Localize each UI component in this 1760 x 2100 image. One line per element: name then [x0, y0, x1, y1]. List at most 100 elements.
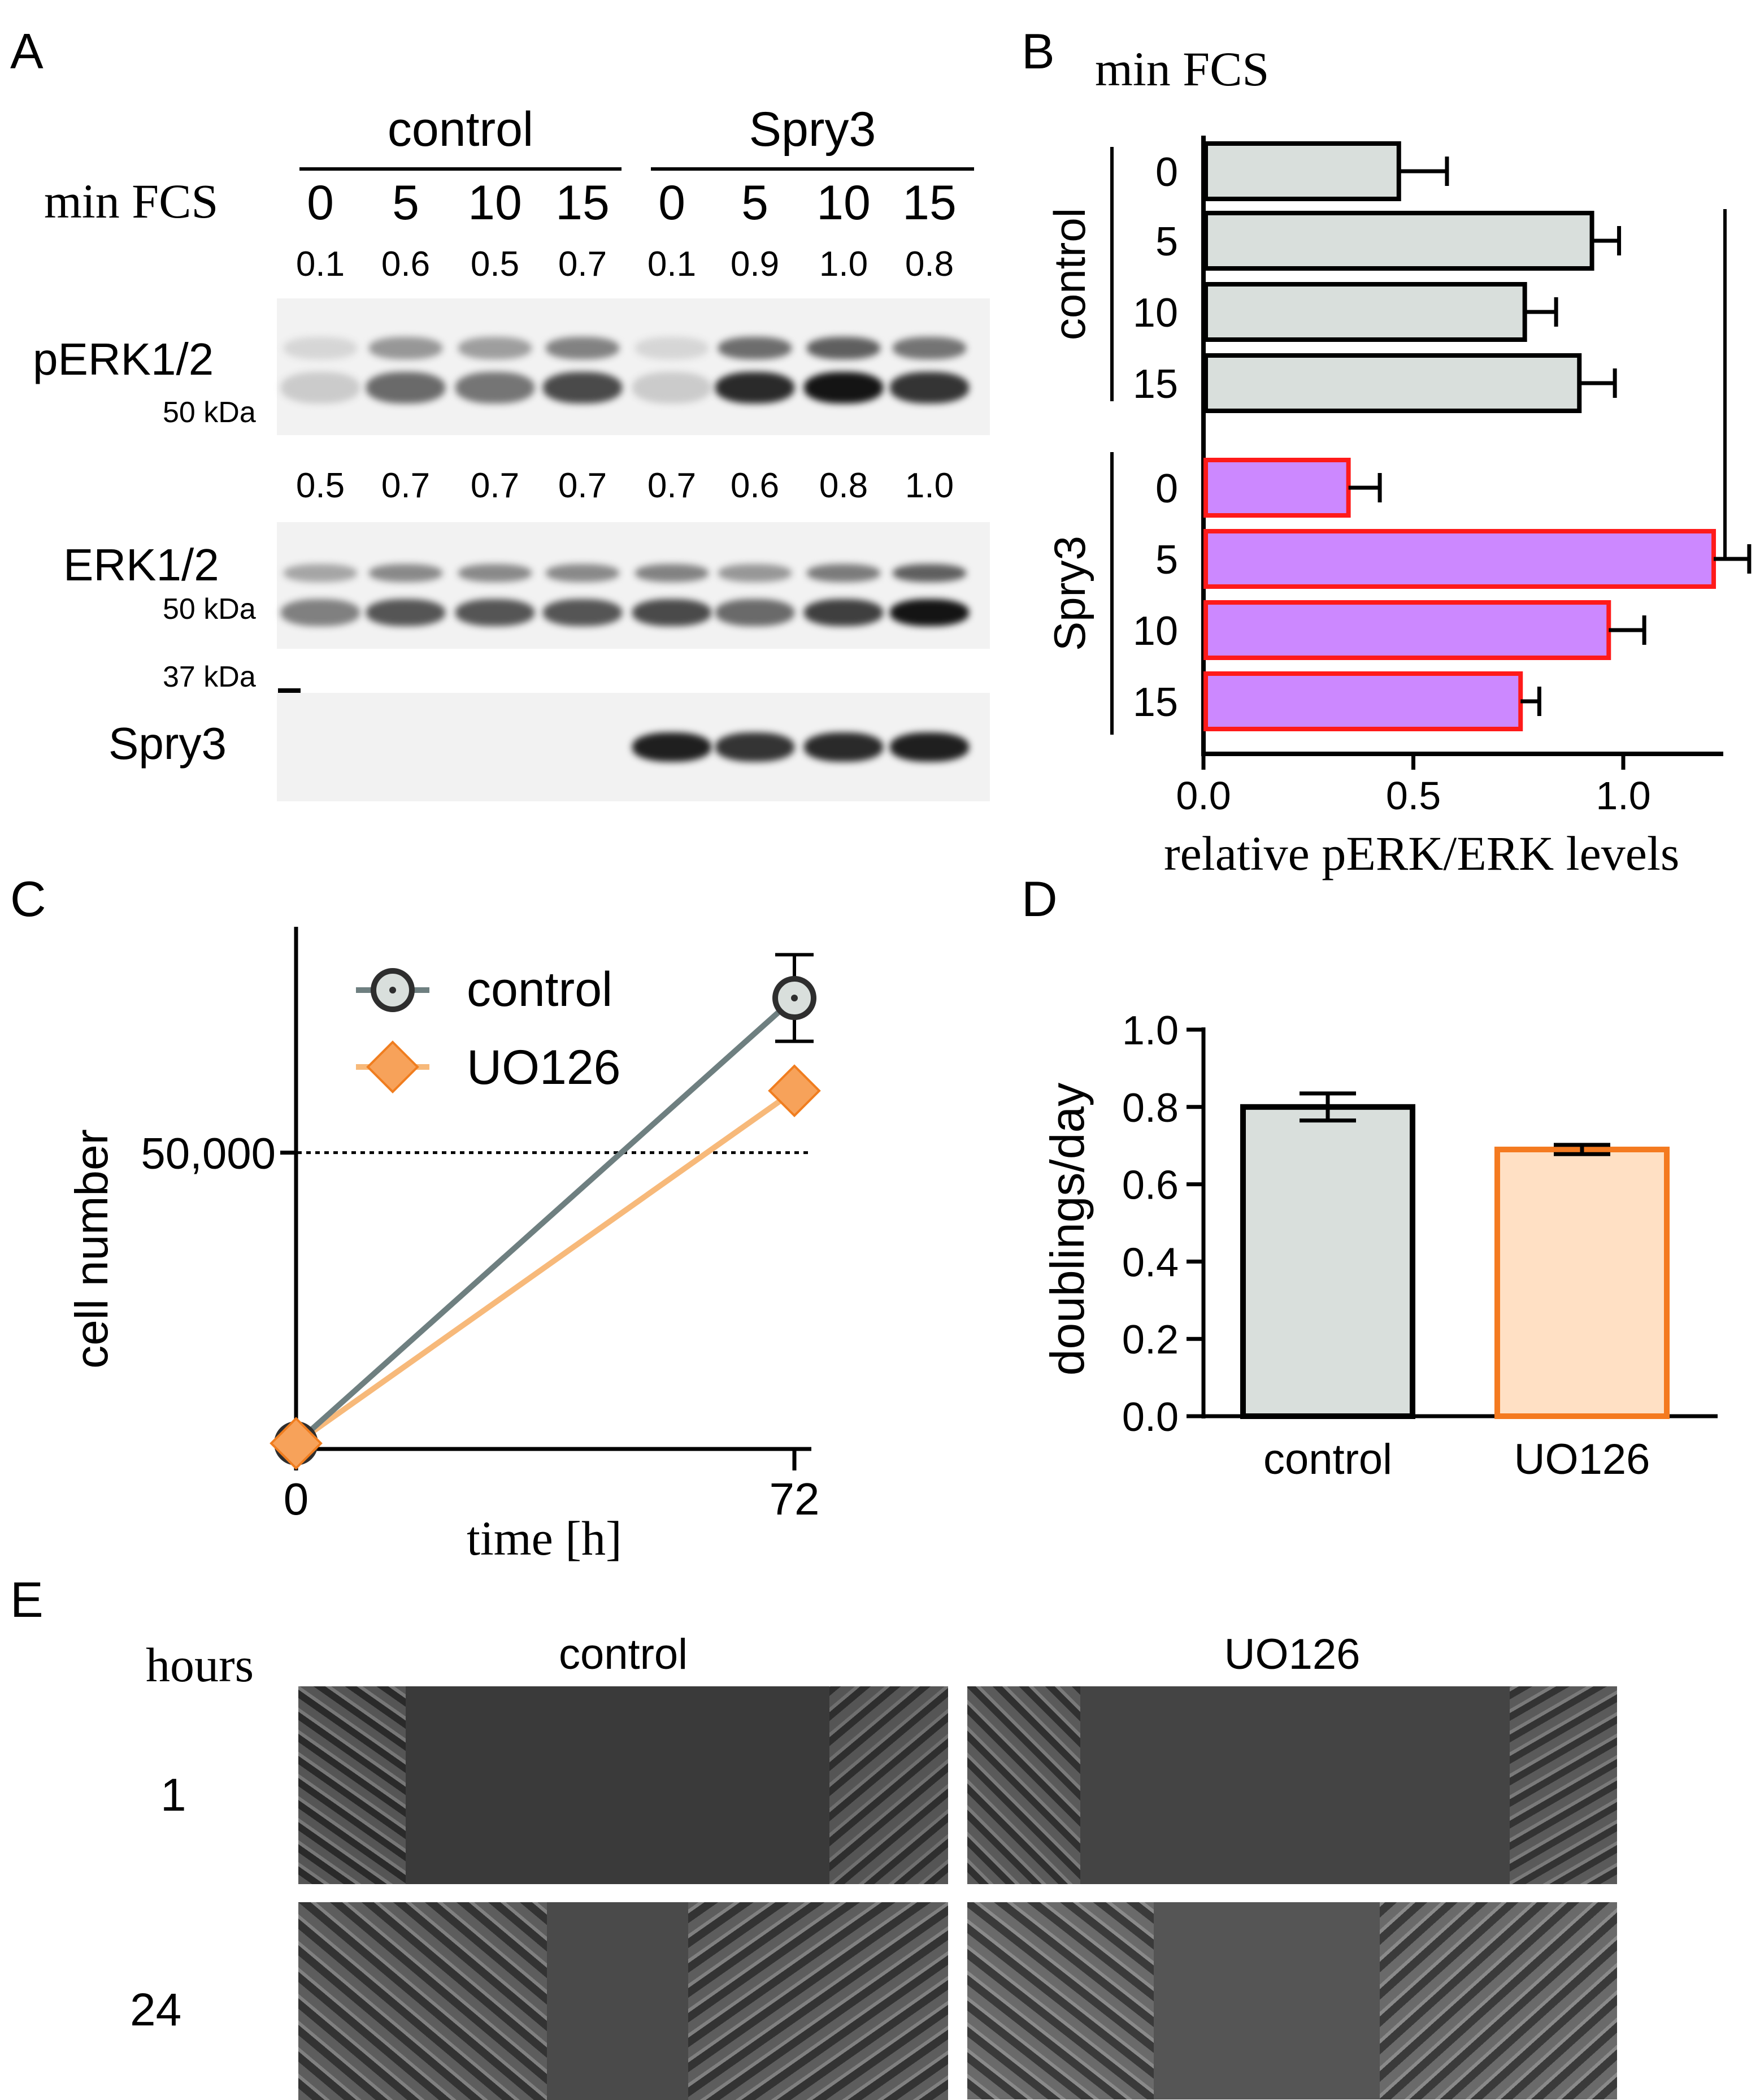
lane-label: 5: [741, 176, 768, 230]
marker-tick: [278, 688, 301, 693]
chart-b-bar: [1203, 600, 1611, 660]
erk-band: [281, 599, 360, 626]
erk-band-upper: [893, 564, 966, 582]
erk-value: 1.0: [905, 466, 954, 505]
perk-value: 0.6: [381, 245, 431, 284]
chart-d-y-tick-label: 0.2: [1122, 1317, 1179, 1363]
micrograph-control-24h: [298, 1902, 948, 2100]
chart-c-marker-control-center: [791, 995, 798, 1001]
perk-band-upper: [635, 337, 709, 359]
e-row-24: 24: [130, 1984, 182, 2036]
perk-band: [804, 372, 883, 403]
erk-value: 0.7: [381, 466, 431, 505]
erk-blot: [277, 522, 990, 649]
e-col-uo126: UO126: [1224, 1630, 1361, 1678]
chart-d-category-label: UO126: [1514, 1435, 1650, 1483]
erk-label: ERK1/2: [63, 540, 219, 590]
e-row-1: 1: [160, 1769, 186, 1821]
chart-b-category-label: 15: [1133, 680, 1178, 725]
chart-c-xlabel: time [h]: [467, 1511, 622, 1565]
erk-band: [455, 599, 534, 626]
chart-c-legend-marker-uo126: [366, 1040, 419, 1094]
lane-label: 0: [658, 176, 685, 230]
chart-c-reference-label: 50,000: [141, 1129, 276, 1178]
chart-b-x-tick-label: 1.0: [1596, 774, 1650, 818]
hours-label: hours: [146, 1638, 254, 1692]
perk-band-upper: [546, 337, 619, 359]
lane-labels: 0 5 10 15 0 5 10 15: [0, 175, 1760, 232]
chart-b-significance-label: **: [1731, 369, 1752, 400]
chart-d-bar: [1240, 1104, 1415, 1419]
chart-b-category-label: 15: [1133, 362, 1178, 407]
spry3-band: [715, 732, 794, 762]
e-col-control: control: [558, 1630, 688, 1678]
spry3-band: [890, 732, 969, 762]
spry3-band: [804, 732, 883, 762]
chart-d-y-tick-label: 0.4: [1122, 1240, 1179, 1285]
marker-37kda: 37 kDa: [163, 661, 256, 693]
perk-value: 0.8: [905, 245, 954, 284]
erk-value: 0.7: [470, 466, 520, 505]
erk-band: [715, 599, 794, 626]
erk-band-upper: [369, 564, 442, 582]
perk-value: 0.7: [558, 245, 607, 284]
marker-50kda-b: 50 kDa: [163, 593, 256, 626]
erk-band-upper: [546, 564, 619, 582]
perk-value: 0.9: [730, 245, 780, 284]
erk-band: [543, 599, 622, 626]
chart-c-ylabel: cell number: [66, 1129, 118, 1369]
perk-band-upper: [893, 337, 966, 359]
erk-band: [890, 599, 969, 626]
perk-band: [543, 372, 622, 403]
chart-d-ylabel: doublings/day: [1041, 1083, 1094, 1376]
chart-c-series-line: [294, 1088, 796, 1446]
perk-band: [890, 372, 969, 403]
chart-b-category-label: 10: [1133, 290, 1178, 336]
micrograph-uo126-24h: [967, 1902, 1617, 2099]
perk-band-upper: [458, 337, 532, 359]
chart-c-marker-uo126: [270, 1417, 323, 1470]
spry3-blot-label: Spry3: [108, 718, 227, 769]
chart-d: 0.0 0.2 0.4 0.6 0.8 1.0 doublings/day control UO…: [1041, 1008, 1718, 1483]
erk-band-upper: [807, 564, 880, 582]
erk-value: 0.8: [819, 466, 868, 505]
perk-band: [455, 372, 534, 403]
perk-band-upper: [718, 337, 792, 359]
panel-e-letter: E: [10, 1572, 44, 1628]
perk-value: 0.1: [647, 245, 697, 284]
chart-b-xlabel: relative pERK/ERK levels: [1164, 826, 1680, 880]
panel-b-letter: B: [1022, 23, 1055, 79]
chart-c-marker-uo126: [768, 1064, 821, 1117]
perk-band-upper: [807, 337, 880, 359]
chart-d-category-label: control: [1263, 1435, 1392, 1483]
lane-label: 10: [816, 176, 871, 230]
chart-b-bar: [1203, 671, 1523, 731]
perk-band: [715, 372, 794, 403]
perk-quant-values: 0.1 0.6 0.5 0.7 0.1 0.9 1.0 0.8: [0, 244, 1760, 284]
chart-b-category-label: 0: [1155, 150, 1178, 195]
chart-c-x-tick-label: 0: [284, 1474, 309, 1524]
chart-c-series-line: [294, 996, 797, 1446]
chart-b-group-label: Spry3: [1045, 536, 1094, 651]
chart-b-x-tick-label: 0.0: [1176, 774, 1231, 818]
chart-b-bar: [1203, 282, 1527, 342]
lane-label: 15: [555, 176, 610, 230]
perk-band: [632, 372, 711, 403]
erk-band-upper: [458, 564, 532, 582]
erk-band-upper: [635, 564, 709, 582]
chart-d-y-tick-label: 0.0: [1122, 1395, 1179, 1440]
chart-c: 0 72 50,000 cell number control UO126: [66, 927, 821, 1524]
panel-a-letter: A: [10, 23, 44, 79]
micrograph-control-1h: [298, 1686, 948, 1884]
perk-band-upper: [369, 337, 442, 359]
spry3-band: [632, 732, 711, 762]
chart-b-bar: [1203, 211, 1594, 271]
erk-band: [632, 599, 711, 626]
lane-label: 0: [307, 176, 334, 230]
chart-b-bar: [1203, 353, 1582, 413]
chart-c-x-tick-label: 72: [770, 1474, 820, 1524]
erk-value: 0.7: [647, 466, 697, 505]
chart-b-bar: [1203, 141, 1401, 201]
perk-band: [281, 372, 360, 403]
chart-b-x-tick-label: 0.5: [1386, 774, 1441, 818]
